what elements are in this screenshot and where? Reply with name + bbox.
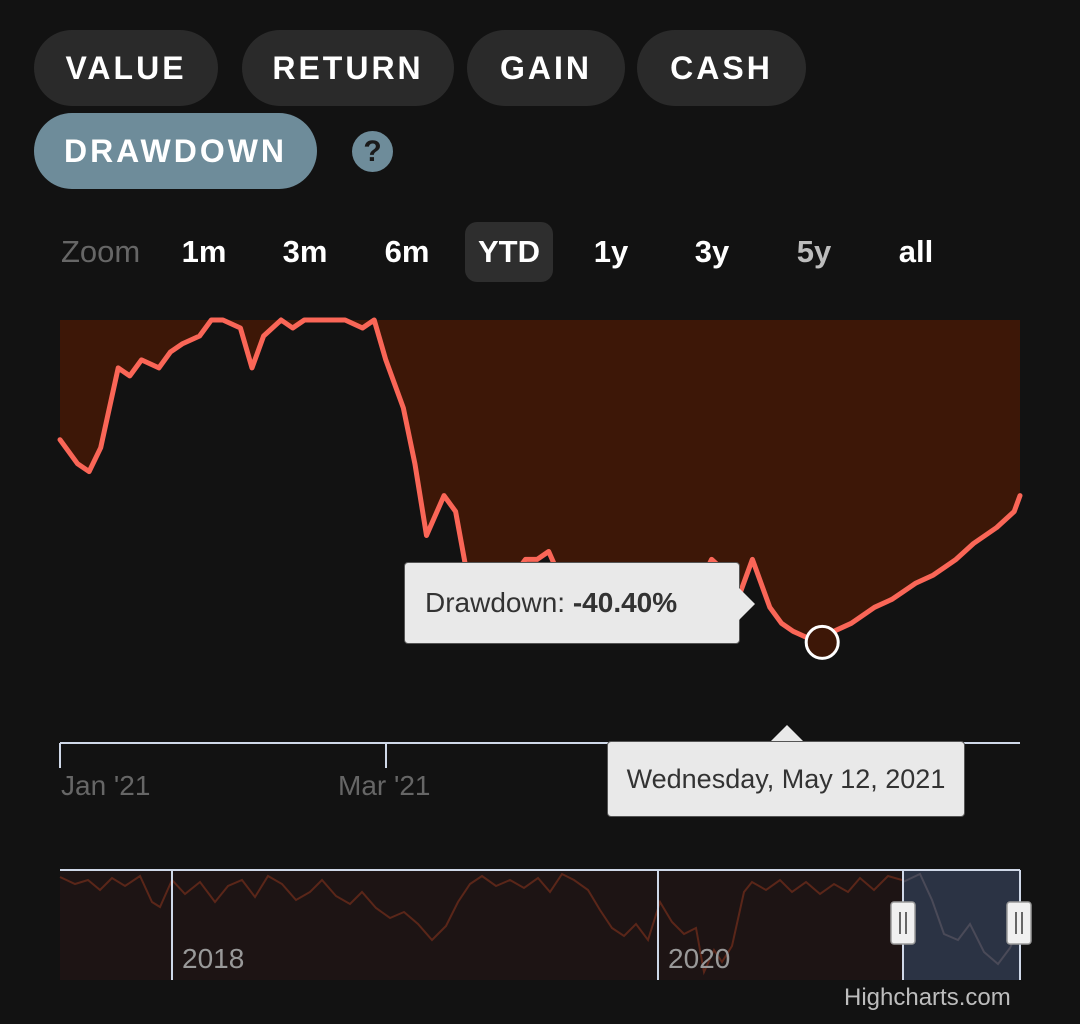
date-tooltip: Wednesday, May 12, 2021 [607, 741, 965, 817]
tab-gain[interactable]: GAIN [467, 30, 625, 106]
tab-value[interactable]: VALUE [34, 30, 218, 106]
tab-drawdown[interactable]: DRAWDOWN [34, 113, 317, 189]
tab-cash[interactable]: CASH [637, 30, 806, 106]
navigator-left-handle[interactable] [890, 901, 916, 945]
navigator-selection-series [902, 872, 1021, 966]
navigator-label-2018: 2018 [182, 943, 244, 974]
value-tooltip: Drawdown: -40.40% [404, 562, 740, 644]
value-tooltip-arrow [739, 588, 755, 620]
date-tooltip-arrow [771, 725, 803, 741]
tab-value-label: VALUE [65, 49, 187, 86]
x-axis-label-mar: Mar '21 [338, 770, 431, 801]
help-icon-glyph: ? [363, 134, 382, 168]
zoom-ytd-button[interactable]: YTD [465, 222, 553, 282]
navigator-right-handle[interactable] [1006, 901, 1032, 945]
navigator-label-2020: 2020 [668, 943, 730, 974]
zoom-5y-button[interactable]: 5y [796, 234, 832, 269]
zoom-all-button[interactable]: all [898, 234, 934, 269]
zoom-6m-button[interactable]: 6m [384, 234, 430, 269]
hover-marker [804, 624, 840, 660]
tab-return[interactable]: RETURN [242, 30, 454, 106]
highcharts-credit[interactable]: Highcharts.com [844, 984, 1011, 1011]
navigator-series [59, 872, 903, 976]
navigator[interactable]: 2018 2020 [0, 862, 1080, 992]
drawdown-area [60, 320, 1020, 643]
zoom-1y-button[interactable]: 1y [593, 234, 629, 269]
tab-gain-label: GAIN [500, 49, 592, 86]
tab-return-label: RETURN [272, 49, 424, 86]
tab-drawdown-label: DRAWDOWN [63, 132, 288, 169]
drawdown-chart[interactable]: Jan '21 Mar '21 [0, 0, 1080, 830]
zoom-3m-button[interactable]: 3m [282, 234, 328, 269]
navigator-background [60, 870, 1020, 980]
zoom-1m-button[interactable]: 1m [181, 234, 227, 269]
navigator-selection[interactable] [903, 870, 1020, 980]
tooltip-value: -40.40% [572, 587, 678, 618]
x-axis-label-jan: Jan '21 [61, 770, 150, 801]
tab-cash-label: CASH [670, 49, 773, 86]
zoom-3y-button[interactable]: 3y [694, 234, 730, 269]
help-icon[interactable]: ? [352, 131, 393, 172]
drawdown-line [57, 317, 1023, 645]
zoom-label: Zoom [61, 234, 141, 269]
tooltip-series-label: Drawdown: [425, 587, 573, 618]
